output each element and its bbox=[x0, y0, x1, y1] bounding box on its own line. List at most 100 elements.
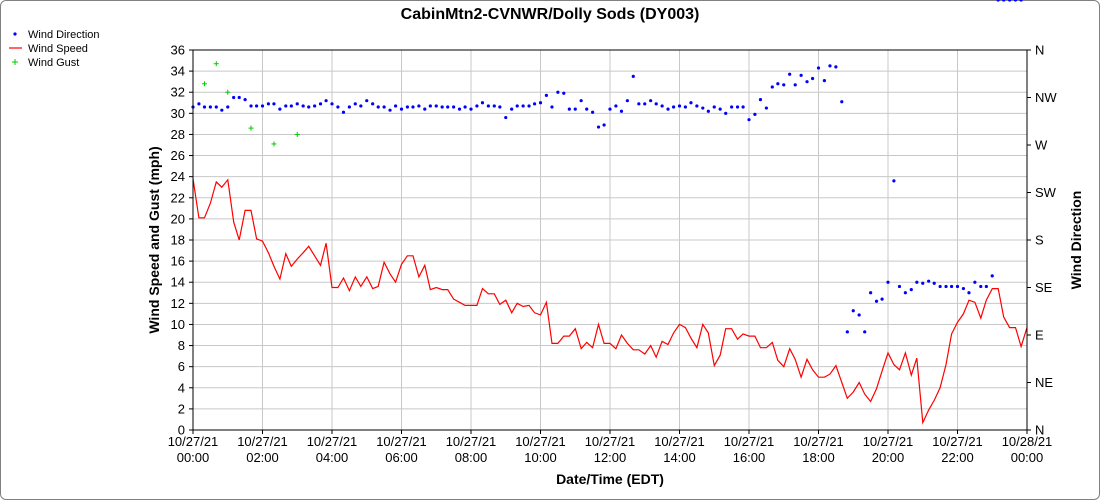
wind-gust-series bbox=[201, 61, 300, 147]
x-axis-ticks: 10/27/2100:0010/27/2102:0010/27/2104:001… bbox=[168, 430, 1052, 465]
wind-direction-point bbox=[202, 105, 207, 109]
wind-direction-point bbox=[747, 118, 751, 122]
wind-direction-point bbox=[689, 101, 693, 105]
left-tick-label: 2 bbox=[178, 401, 185, 416]
x-tick-date: 10/27/21 bbox=[376, 434, 427, 449]
wind-direction-point bbox=[197, 102, 201, 106]
wind-direction-point bbox=[1008, 0, 1012, 2]
left-tick-label: 24 bbox=[171, 169, 185, 184]
wind-direction-point bbox=[208, 105, 212, 109]
left-tick-label: 34 bbox=[171, 64, 185, 79]
right-axis-ticks: N NE E SE S SW W NW N bbox=[1027, 43, 1057, 438]
wind-direction-point bbox=[886, 280, 890, 284]
legend-label: Wind Direction bbox=[28, 29, 100, 41]
wind-direction-point bbox=[892, 179, 896, 183]
wind-direction-point bbox=[996, 0, 1000, 2]
wind-direction-point bbox=[388, 108, 392, 112]
wind-direction-point bbox=[347, 105, 351, 109]
wind-gust-point bbox=[213, 61, 219, 67]
left-tick-label: 26 bbox=[171, 148, 185, 163]
wind-direction-point bbox=[961, 286, 966, 291]
right-tick-label: W bbox=[1035, 138, 1048, 153]
x-tick-date: 10/27/21 bbox=[863, 434, 914, 449]
wind-direction-point bbox=[278, 107, 282, 111]
right-tick-label: NW bbox=[1035, 90, 1057, 105]
wind-direction-point bbox=[764, 106, 768, 110]
wind-direction-point bbox=[944, 284, 948, 289]
wind-direction-point bbox=[810, 76, 815, 81]
right-tick-label: SW bbox=[1035, 185, 1057, 200]
x-tick-time: 08:00 bbox=[455, 450, 488, 465]
wind-direction-point bbox=[596, 125, 601, 129]
wind-direction-point bbox=[567, 107, 571, 111]
y-axis-left-title: Wind Speed and Gust (mph) bbox=[146, 146, 162, 333]
wind-direction-point bbox=[1002, 0, 1006, 2]
wind-direction-point bbox=[880, 297, 884, 301]
right-tick-label: N bbox=[1035, 43, 1044, 58]
left-tick-label: 12 bbox=[171, 296, 185, 311]
wind-direction-point bbox=[376, 105, 380, 109]
wind-direction-point bbox=[793, 83, 797, 87]
wind-direction-point bbox=[654, 102, 658, 106]
wind-direction-point bbox=[643, 102, 647, 106]
wind-direction-point bbox=[927, 279, 931, 283]
wind-direction-point bbox=[921, 281, 925, 285]
wind-gust-point bbox=[225, 89, 231, 95]
wind-direction-point bbox=[666, 107, 670, 111]
wind-direction-point bbox=[909, 288, 913, 292]
wind-direction-point bbox=[712, 105, 716, 109]
wind-direction-point bbox=[469, 107, 473, 111]
wind-direction-point bbox=[753, 112, 757, 116]
wind-direction-point bbox=[521, 104, 525, 108]
wind-direction-point bbox=[758, 98, 763, 102]
right-tick-label: NE bbox=[1035, 375, 1053, 390]
legend-label: Wind Speed bbox=[28, 43, 88, 55]
wind-direction-point bbox=[399, 107, 404, 111]
wind-direction-point bbox=[973, 280, 977, 284]
wind-direction-point bbox=[359, 104, 363, 108]
wind-direction-point bbox=[718, 107, 722, 111]
x-tick-time: 20:00 bbox=[872, 450, 905, 465]
left-tick-label: 4 bbox=[178, 380, 185, 395]
wind-direction-point bbox=[214, 105, 218, 109]
x-tick-time: 02:00 bbox=[246, 450, 279, 465]
wind-direction-point bbox=[828, 64, 832, 68]
wind-direction-point bbox=[556, 90, 560, 94]
wind-direction-point bbox=[295, 102, 299, 106]
wind-direction-point bbox=[955, 284, 960, 289]
x-tick-date: 10/27/21 bbox=[168, 434, 219, 449]
wind-direction-point bbox=[301, 104, 305, 108]
wind-direction-point bbox=[382, 105, 386, 109]
wind-direction-point bbox=[671, 105, 676, 109]
chart-title: CabinMtn2-CVNWR/Dolly Sods (DY003) bbox=[401, 6, 700, 23]
wind-direction-point bbox=[776, 82, 780, 86]
wind-direction-point bbox=[336, 105, 340, 109]
wind-direction-point bbox=[591, 110, 595, 114]
wind-direction-point bbox=[857, 313, 861, 317]
wind-speed-series bbox=[192, 178, 1028, 425]
wind-direction-point bbox=[724, 111, 728, 115]
left-tick-label: 20 bbox=[171, 211, 185, 226]
wind-direction-point bbox=[452, 105, 456, 109]
wind-direction-point bbox=[840, 100, 844, 104]
wind-direction-point bbox=[307, 105, 311, 109]
wind-speed-line bbox=[192, 178, 1028, 425]
wind-direction-point bbox=[822, 79, 827, 83]
left-tick-label: 16 bbox=[171, 254, 185, 269]
wind-direction-point bbox=[254, 104, 259, 108]
wind-direction-point bbox=[1019, 0, 1023, 2]
wind-direction-point bbox=[706, 109, 710, 113]
left-tick-label: 22 bbox=[171, 190, 185, 205]
x-tick-time: 14:00 bbox=[663, 450, 696, 465]
wind-direction-point bbox=[423, 107, 427, 111]
plot-area-border bbox=[192, 49, 1028, 431]
wind-direction-point bbox=[527, 104, 531, 108]
wind-direction-point bbox=[608, 107, 612, 111]
wind-direction-point bbox=[353, 102, 357, 106]
left-tick-label: 8 bbox=[178, 338, 185, 353]
wind-direction-point bbox=[562, 91, 566, 95]
wind-direction-point bbox=[544, 93, 549, 97]
left-tick-label: 32 bbox=[171, 85, 185, 100]
wind-direction-point bbox=[232, 95, 236, 100]
